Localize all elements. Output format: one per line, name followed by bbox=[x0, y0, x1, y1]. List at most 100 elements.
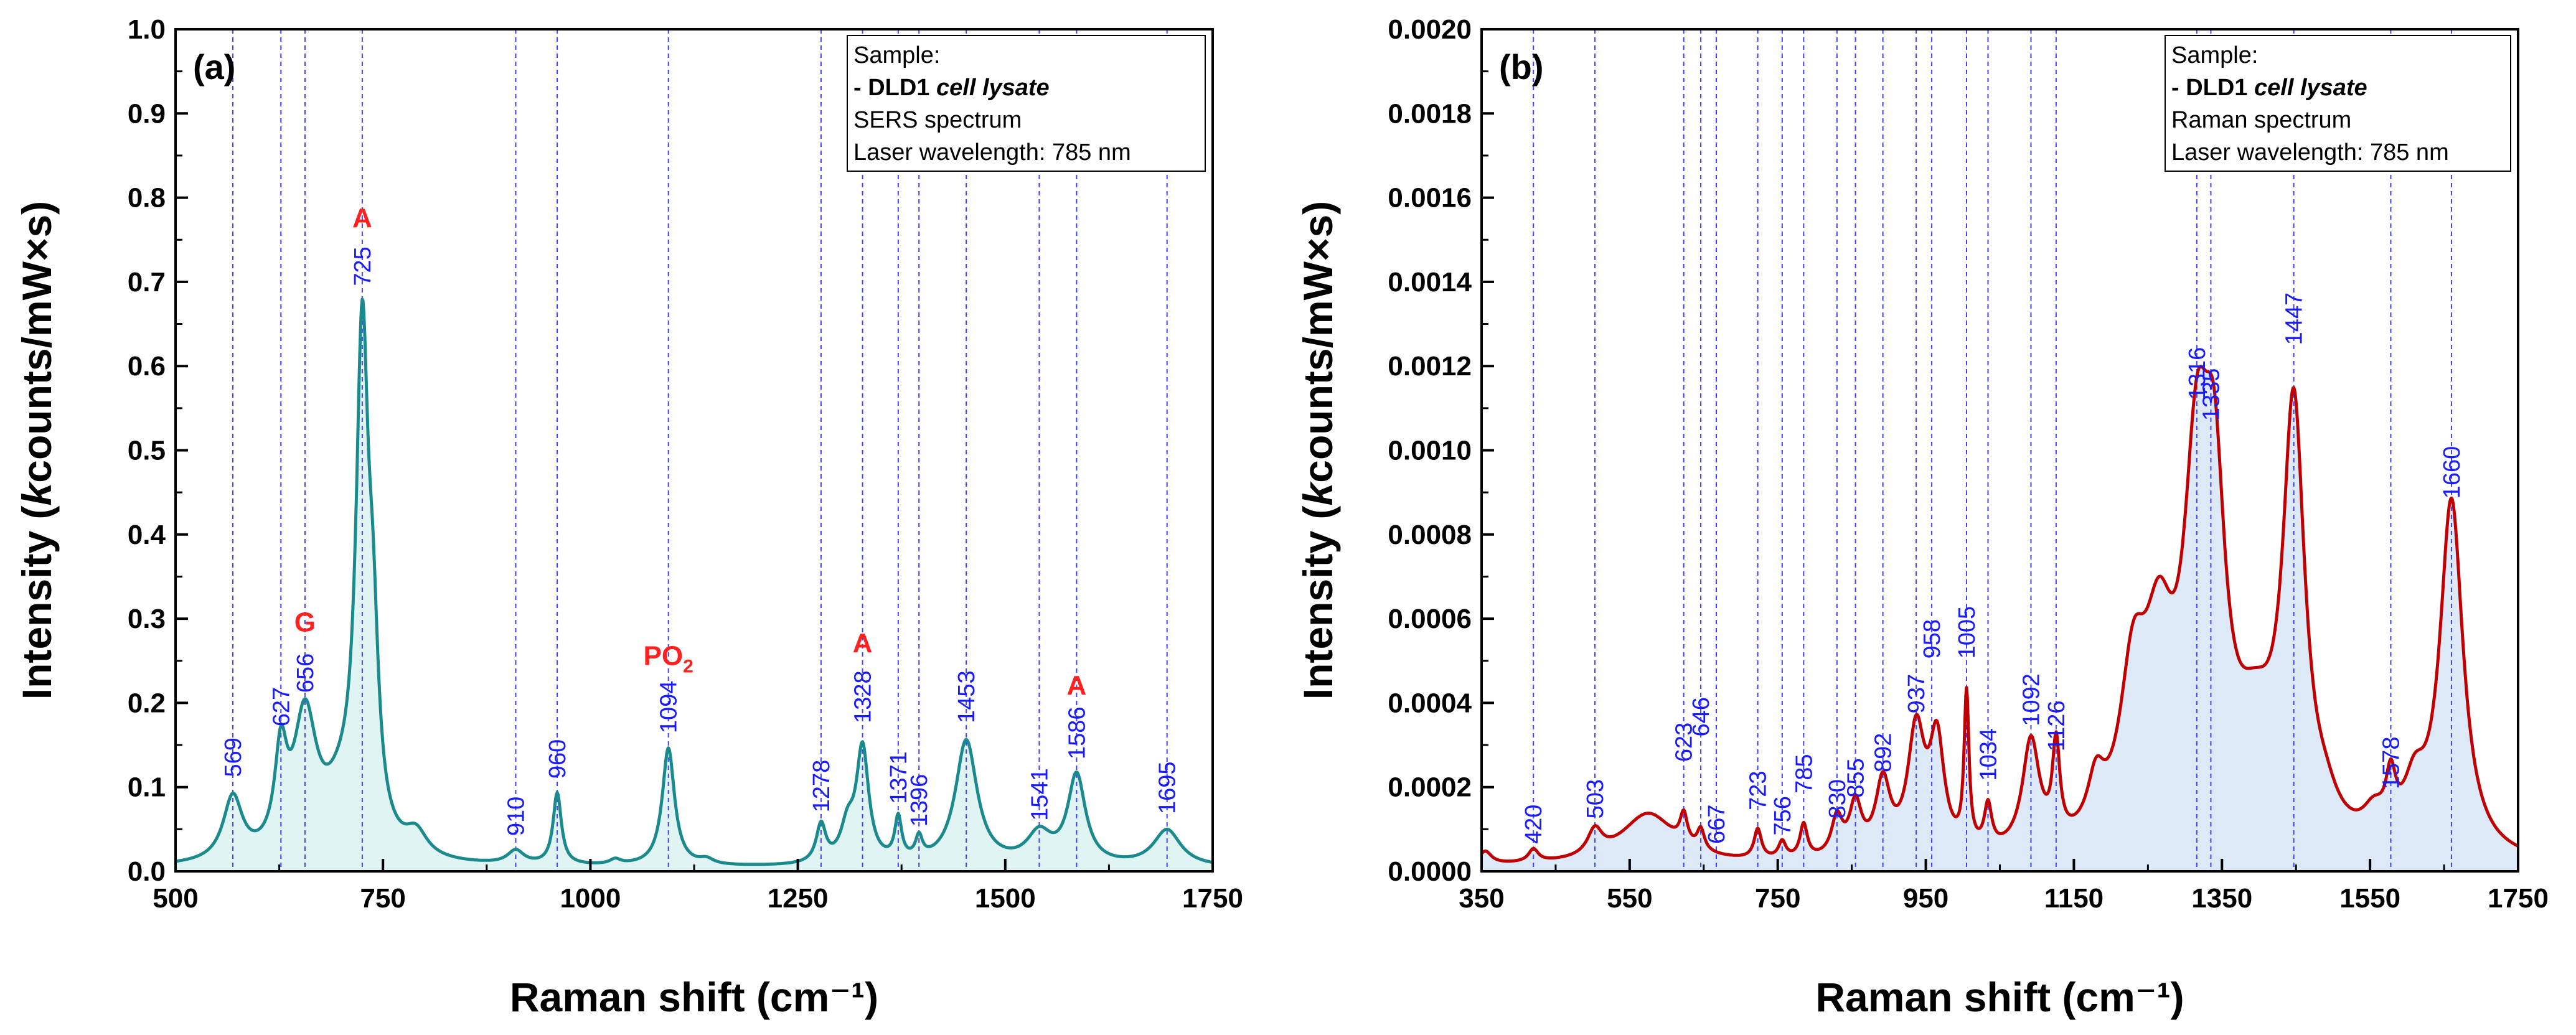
panel-a-label: (a) bbox=[193, 47, 235, 87]
sers-assignment-0: G bbox=[294, 607, 316, 637]
raman-peak-label-1578: 1578 bbox=[2378, 737, 2404, 790]
raman-x-tick-label-750: 750 bbox=[1755, 883, 1800, 914]
raman-y-tick-label-0.0010: 0.0010 bbox=[1388, 436, 1472, 466]
sers-spectrum-fill-layer bbox=[176, 299, 1213, 872]
raman-legend-sample-italic: cell lysate bbox=[2254, 75, 2367, 101]
sers-y-tick-label-0.5: 0.5 bbox=[128, 436, 166, 466]
sers-legend-sample-name: - DLD1 cell lysate bbox=[853, 75, 1050, 101]
sers-peak-label-1371: 1371 bbox=[886, 751, 912, 804]
raman-y-axis-title: Intensity (kcounts/mW×s) bbox=[1295, 201, 1341, 700]
sers-peak-label-1541: 1541 bbox=[1027, 768, 1053, 821]
raman-peak-label-937: 937 bbox=[1904, 674, 1930, 713]
raman-legend-sample: Sample: bbox=[2171, 42, 2258, 68]
raman-peak-label-785: 785 bbox=[1791, 754, 1817, 793]
sers-assignment-4: A bbox=[1067, 670, 1087, 701]
raman-legend-sample-prefix: - DLD1 bbox=[2171, 75, 2254, 101]
sers-y-tick-label-0.3: 0.3 bbox=[128, 604, 166, 634]
sers-assignment-text-1: A bbox=[352, 203, 372, 233]
sers-legend-laser: Laser wavelength: 785 nm bbox=[853, 139, 1131, 166]
sers-assignment-text-2: PO bbox=[644, 641, 684, 672]
sers-x-tick-label-1500: 1500 bbox=[975, 883, 1036, 914]
sers-peak-label-656: 656 bbox=[293, 653, 319, 693]
raman-legend-box: Sample: - DLD1 cell lysate Raman spectru… bbox=[2165, 35, 2511, 172]
sers-x-axis-title: Raman shift (cm⁻¹) bbox=[510, 974, 878, 1020]
raman-x-tick-label-950: 950 bbox=[1903, 883, 1948, 914]
sers-peak-label-1453: 1453 bbox=[954, 670, 980, 723]
raman-y-tick-label-0.0004: 0.0004 bbox=[1388, 688, 1472, 718]
sers-peak-label-960: 960 bbox=[545, 739, 571, 779]
raman-x-tick-label-1750: 1750 bbox=[2488, 883, 2549, 914]
sers-peak-label-1396: 1396 bbox=[906, 774, 933, 827]
raman-peak-label-1335: 1335 bbox=[2198, 368, 2224, 421]
sers-assignment-2: PO2 bbox=[644, 641, 693, 677]
raman-peak-label-1034: 1034 bbox=[1975, 728, 2001, 781]
raman-peak-label-892: 892 bbox=[1871, 733, 1897, 772]
raman-peak-label-723: 723 bbox=[1746, 771, 1772, 810]
sers-y-tick-label-0.7: 0.7 bbox=[128, 267, 166, 297]
raman-peak-label-756: 756 bbox=[1770, 796, 1796, 835]
panel-a-sers-chart: 500 750 1000 1250 1500 1750 0.0 0.1 0.2 0.3 0.4 0.5… bbox=[14, 14, 1243, 1020]
sers-y-tick-label-0.9: 0.9 bbox=[128, 98, 166, 129]
raman-peak-label-667: 667 bbox=[1704, 805, 1730, 844]
sers-y-tick-label-0.6: 0.6 bbox=[128, 351, 166, 382]
sers-x-tick-label-1250: 1250 bbox=[768, 883, 829, 914]
sers-x-tick-label-1000: 1000 bbox=[560, 883, 621, 914]
raman-spectrum-area bbox=[1482, 366, 2518, 871]
sers-spectrum-line bbox=[174, 297, 1214, 866]
sers-legend-sample-prefix: - DLD1 bbox=[853, 75, 936, 101]
sers-assignment-3: A bbox=[853, 628, 873, 658]
raman-x-tick-label-1150: 1150 bbox=[2044, 883, 2104, 914]
raman-peak-label-958: 958 bbox=[1919, 619, 1945, 658]
raman-peak-label-1005: 1005 bbox=[1954, 606, 1980, 659]
sers-peak-label-725: 725 bbox=[350, 246, 376, 286]
sers-peak-label-1094: 1094 bbox=[656, 681, 682, 734]
raman-legend-frame bbox=[2165, 35, 2511, 172]
sers-axes: 500 750 1000 1250 1500 1750 0.0 0.1 0.2 0.3 0.4 0.5… bbox=[128, 14, 1243, 914]
raman-peak-label-1092: 1092 bbox=[2018, 673, 2044, 726]
raman-spectrum-line-layer bbox=[1480, 365, 2519, 863]
raman-spectrum-fill-layer bbox=[1482, 366, 2518, 871]
sers-legend-frame bbox=[847, 35, 1206, 172]
raman-x-tick-label-550: 550 bbox=[1607, 883, 1652, 914]
raman-peak-label-623: 623 bbox=[1671, 723, 1698, 762]
sers-peak-label-1586: 1586 bbox=[1064, 707, 1090, 760]
raman-legend-sample-name: - DLD1 cell lysate bbox=[2171, 75, 2367, 101]
sers-legend-spectrum-type: SERS spectrum bbox=[853, 107, 1022, 133]
sers-x-tick-label-1750: 1750 bbox=[1182, 883, 1243, 914]
sers-y-tick-label-1.0: 1.0 bbox=[128, 14, 166, 45]
sers-y-tick-label-0.1: 0.1 bbox=[128, 772, 166, 803]
raman-y-tick-label-0.0000: 0.0000 bbox=[1388, 856, 1472, 887]
sers-y-title-part1: Intensity ( bbox=[14, 505, 60, 700]
sers-legend-box: Sample: - DLD1 cell lysate SERS spectrum… bbox=[847, 35, 1206, 172]
raman-x-tick-label-1350: 1350 bbox=[2191, 883, 2252, 914]
raman-y-title-part1: Intensity ( bbox=[1295, 505, 1341, 700]
raman-y-tick-label-0.0020: 0.0020 bbox=[1388, 14, 1472, 45]
raman-y-tick-label-0.0016: 0.0016 bbox=[1388, 183, 1472, 213]
sers-peak-label-1328: 1328 bbox=[850, 670, 877, 723]
raman-y-tick-label-0.0018: 0.0018 bbox=[1388, 98, 1472, 129]
sers-y-tick-label-0.2: 0.2 bbox=[128, 688, 166, 718]
raman-y-tick-label-0.0012: 0.0012 bbox=[1388, 351, 1472, 382]
raman-legend-laser: Laser wavelength: 785 nm bbox=[2171, 139, 2449, 166]
sers-legend-sample-italic: cell lysate bbox=[936, 75, 1050, 101]
sers-spectrum-line-layer bbox=[174, 297, 1214, 866]
sers-peak-label-1695: 1695 bbox=[1155, 761, 1181, 814]
raman-x-axis-title: Raman shift (cm⁻¹) bbox=[1815, 974, 2184, 1020]
raman-y-tick-label-0.0006: 0.0006 bbox=[1388, 604, 1472, 634]
raman-x-tick-label-1550: 1550 bbox=[2339, 883, 2400, 914]
panel-b-label: (b) bbox=[1499, 47, 1544, 87]
raman-peak-label-503: 503 bbox=[1582, 779, 1609, 818]
panel-b-raman-chart: 350 550 750 950 1150 1350 1550 1750 0.0000 0.0002… bbox=[1295, 14, 2549, 1020]
sers-assignment-sub-2: 2 bbox=[683, 657, 693, 677]
sers-assignment-1: A bbox=[352, 203, 372, 233]
sers-y-tick-label-0.8: 0.8 bbox=[128, 183, 166, 213]
raman-axes: 350 550 750 950 1150 1350 1550 1750 0.0000 0.0002… bbox=[1388, 14, 2549, 914]
sers-y-tick-label-0.0: 0.0 bbox=[128, 856, 166, 887]
raman-peak-label-1316: 1316 bbox=[2184, 347, 2211, 400]
raman-peak-label-855: 855 bbox=[1843, 758, 1869, 797]
raman-peak-label-830: 830 bbox=[1825, 779, 1851, 818]
raman-spectrum-line bbox=[1480, 365, 2519, 863]
